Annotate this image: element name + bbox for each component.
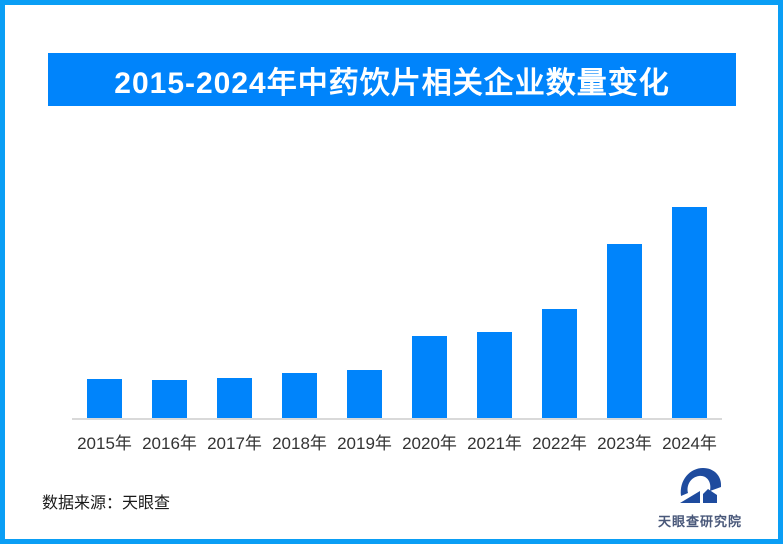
x-tick-label-2017年: 2017年 (207, 434, 262, 453)
x-tick-label-2023年: 2023年 (597, 434, 652, 453)
data-source-label: 数据来源：天眼查 (42, 495, 171, 512)
bar-column-2022年 (527, 207, 592, 418)
x-axis-labels: 2015年 2016年 2017年 2018年 2019年 2020年 2021年 2022年… (72, 429, 722, 454)
x-tick-label-2022年: 2022年 (532, 434, 587, 453)
bar-2024年 (672, 207, 707, 418)
chart-title: 2015-2024年中药饮片相关企业数量变化 (114, 66, 670, 100)
bar-chart-plot-area (72, 207, 722, 418)
x-tick-label-2018年: 2018年 (272, 434, 327, 453)
bar-column-2020年 (397, 207, 462, 418)
tianyancha-research-logo: 天眼查研究院 (650, 465, 750, 530)
x-tick-label-2020年: 2020年 (402, 434, 457, 453)
bar-2023年 (607, 244, 642, 418)
bar-2016年 (152, 380, 187, 418)
bar-column-2019年 (332, 207, 397, 418)
x-tick-label-2021年: 2021年 (467, 434, 522, 453)
bar-2017年 (217, 378, 252, 418)
bar-2021年 (477, 332, 512, 418)
bar-column-2024年 (657, 207, 722, 418)
bar-column-2016年 (137, 207, 202, 418)
x-tick-label-2019年: 2019年 (337, 434, 392, 453)
x-tick-label-2015年: 2015年 (77, 434, 132, 453)
x-tick-label-2024年: 2024年 (662, 434, 717, 453)
bar-column-2021年 (462, 207, 527, 418)
bar-2015年 (87, 379, 122, 418)
x-axis-line (72, 418, 722, 420)
title-banner: 2015-2024年中药饮片相关企业数量变化 (48, 53, 736, 106)
bar-column-2018年 (267, 207, 332, 418)
bar-column-2017年 (202, 207, 267, 418)
bar-column-2023年 (592, 207, 657, 418)
bar-2019年 (347, 370, 382, 418)
bar-2018年 (282, 373, 317, 418)
bar-2022年 (542, 309, 577, 418)
bar-column-2015年 (72, 207, 137, 418)
logo-text: 天眼查研究院 (657, 514, 742, 529)
bar-2020年 (412, 336, 447, 418)
tianyancha-eye-logo-icon (680, 468, 722, 503)
x-tick-label-2016年: 2016年 (142, 434, 197, 453)
